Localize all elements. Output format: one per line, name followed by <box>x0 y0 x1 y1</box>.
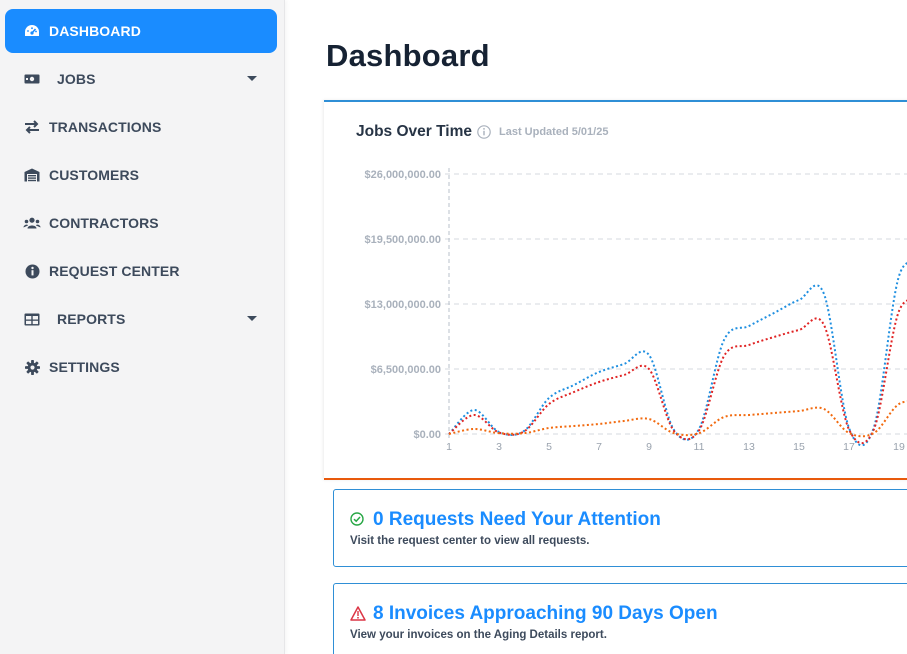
page-title: Dashboard <box>326 38 490 73</box>
chevron-down-icon[interactable] <box>247 76 257 81</box>
sidebar-item-dashboard[interactable]: DASHBOARD <box>5 9 277 53</box>
sidebar-item-request-center[interactable]: REQUEST CENTER <box>5 249 277 293</box>
x-tick-label: 7 <box>596 441 602 453</box>
series-line-2 <box>448 400 907 438</box>
sidebar-item-label: SETTINGS <box>49 359 120 375</box>
sidebar-item-contractors[interactable]: CONTRACTORS <box>5 201 277 245</box>
table-icon <box>23 310 41 328</box>
users-icon <box>23 214 41 232</box>
last-updated-text: Last Updated 5/01/25 <box>499 126 609 138</box>
sidebar-item-label: DASHBOARD <box>49 23 141 39</box>
y-tick-label: $26,000,000.00 <box>365 169 441 181</box>
warning-triangle-icon <box>350 606 366 622</box>
sidebar-item-settings[interactable]: SETTINGS <box>5 345 277 389</box>
sidebar-item-label: REQUEST CENTER <box>49 263 180 279</box>
info-icon[interactable] <box>477 125 491 139</box>
sidebar-item-customers[interactable]: CUSTOMERS <box>5 153 277 197</box>
x-tick-label: 11 <box>694 441 705 453</box>
sidebar-item-label: TRANSACTIONS <box>49 119 162 135</box>
arrows-exchange-icon <box>23 118 41 136</box>
sidebar-item-label: JOBS <box>57 71 96 87</box>
requests-alert-card[interactable]: 0 Requests Need Your Attention Visit the… <box>333 489 907 567</box>
x-tick-label: 5 <box>546 441 552 453</box>
y-tick-label: $0.00 <box>413 429 441 441</box>
x-tick-label: 3 <box>496 441 502 453</box>
alert-subtitle: View your invoices on the Aging Details … <box>350 629 607 641</box>
sidebar-item-label: REPORTS <box>57 311 126 327</box>
x-tick-label: 1 <box>446 441 452 453</box>
x-tick-label: 17 <box>843 441 855 453</box>
alert-title[interactable]: 0 Requests Need Your Attention <box>373 509 661 530</box>
alert-subtitle: Visit the request center to view all req… <box>350 535 590 547</box>
sidebar-item-jobs[interactable]: JOBS <box>5 57 277 101</box>
series-line-0 <box>448 262 907 447</box>
warehouse-icon <box>23 166 41 184</box>
x-tick-label: 19 <box>893 441 905 453</box>
chart-title: Jobs Over Time <box>356 123 473 140</box>
gear-icon <box>23 358 41 376</box>
alert-title[interactable]: 8 Invoices Approaching 90 Days Open <box>373 603 718 624</box>
sidebar: DASHBOARD JOBS TRANSACTIONS CUSTOMERS CO… <box>0 0 285 654</box>
x-tick-label: 15 <box>793 441 805 453</box>
chevron-down-icon[interactable] <box>247 316 257 321</box>
jobs-over-time-card: Jobs Over Time Last Updated 5/01/25 $0.0… <box>324 100 907 480</box>
y-tick-label: $6,500,000.00 <box>371 364 441 376</box>
info-circle-icon <box>23 262 41 280</box>
invoices-alert-card[interactable]: 8 Invoices Approaching 90 Days Open View… <box>333 583 907 654</box>
x-tick-label: 13 <box>743 441 755 453</box>
sidebar-item-transactions[interactable]: TRANSACTIONS <box>5 105 277 149</box>
sidebar-item-reports[interactable]: REPORTS <box>5 297 277 341</box>
jobs-line-chart: $0.00 $6,500,000.00 $13,000,000.00 $19,500,… <box>365 168 907 453</box>
x-tick-label: 9 <box>646 441 652 453</box>
check-circle-icon <box>350 512 366 528</box>
speedometer-icon <box>23 22 41 40</box>
y-tick-label: $19,500,000.00 <box>365 234 441 246</box>
sidebar-item-label: CUSTOMERS <box>49 167 140 183</box>
y-tick-label: $13,000,000.00 <box>365 299 441 311</box>
sidebar-item-label: CONTRACTORS <box>49 215 159 231</box>
money-icon <box>23 70 41 88</box>
